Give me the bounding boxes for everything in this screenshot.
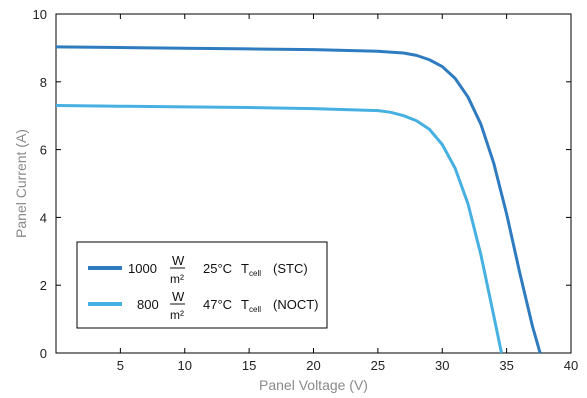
x-tick-label: 10 [178, 358, 192, 373]
legend-tcell-stc: T [241, 261, 249, 276]
legend-suffix-noct: (NOCT) [273, 297, 319, 312]
x-tick-label: 30 [435, 358, 449, 373]
legend-prefix-noct: 800 [137, 297, 159, 312]
y-tick-label: 0 [40, 346, 47, 361]
legend-tcell-sub-stc: cell [249, 269, 261, 278]
legend-frac-den-noct: m² [170, 308, 184, 322]
x-tick-label: 5 [117, 358, 124, 373]
legend-temp-noct: 47°C [203, 297, 232, 312]
y-tick-label: 8 [40, 75, 47, 90]
series-line-0 [55, 45, 542, 354]
legend-tcell-sub-noct: cell [249, 305, 261, 314]
y-tick-label: 2 [40, 278, 47, 293]
legend-suffix-stc: (STC) [273, 261, 308, 276]
x-tick-label: 40 [564, 358, 578, 373]
legend-box [76, 241, 328, 329]
series-line-1 [55, 104, 503, 354]
x-tick-label: 20 [306, 358, 320, 373]
y-tick-label: 4 [40, 210, 47, 225]
x-tick-label: 25 [371, 358, 385, 373]
y-axis-label: Panel Current (A) [13, 129, 29, 238]
axes: 5 10 15 20 25 30 35 40 0 2 4 6 8 10 Panel Voltage (V) P… [13, 7, 578, 393]
legend-prefix-stc: 1000 [128, 261, 157, 276]
x-axis-label: Panel Voltage (V) [259, 377, 368, 393]
y-tick-label: 6 [40, 143, 47, 158]
y-tick-label: 10 [33, 7, 47, 22]
series-lines [55, 45, 542, 354]
x-tick-label: 15 [242, 358, 256, 373]
legend-frac-den-stc: m² [170, 272, 184, 286]
legend: 1000 W m² 25°C T cell (STC) 800 W m² 47°… [76, 241, 328, 329]
legend-frac-num-noct: W [172, 289, 185, 304]
x-tick-label: 35 [499, 358, 513, 373]
legend-tcell-noct: T [241, 297, 249, 312]
legend-temp-stc: 25°C [203, 261, 232, 276]
legend-frac-num-stc: W [172, 253, 185, 268]
